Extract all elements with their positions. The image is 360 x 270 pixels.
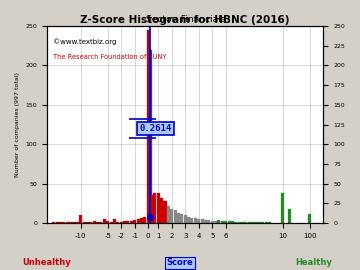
Bar [126, 221, 130, 223]
Bar [187, 217, 190, 223]
Bar [151, 195, 154, 223]
Bar [89, 222, 93, 223]
Bar [99, 221, 103, 223]
Bar [248, 221, 251, 223]
Text: Unhealthy: Unhealthy [22, 258, 71, 267]
Bar [147, 30, 150, 223]
Bar [109, 221, 113, 223]
Bar [234, 221, 237, 223]
Bar [96, 221, 99, 223]
Bar [251, 221, 254, 223]
Bar [69, 221, 72, 223]
Text: 0.2614: 0.2614 [139, 124, 171, 133]
Bar [143, 217, 146, 223]
Bar [140, 218, 143, 223]
Bar [116, 221, 119, 223]
Bar [224, 221, 227, 223]
Bar [56, 222, 59, 223]
Bar [217, 220, 220, 223]
Bar [244, 221, 247, 223]
Bar [136, 219, 140, 223]
Bar [133, 220, 136, 223]
Bar [170, 209, 173, 223]
Bar [201, 219, 204, 223]
Bar [282, 193, 284, 223]
Bar [62, 222, 66, 223]
Text: Sector: Financials: Sector: Financials [145, 15, 225, 24]
Bar [194, 218, 197, 223]
Bar [174, 211, 177, 223]
Bar [160, 198, 163, 223]
Bar [167, 206, 170, 223]
Bar [265, 222, 267, 223]
Bar [184, 215, 187, 223]
Text: ©www.textbiz.org: ©www.textbiz.org [53, 38, 116, 45]
Bar [288, 209, 291, 223]
Bar [261, 222, 264, 223]
Text: Score: Score [167, 258, 193, 267]
Bar [66, 222, 69, 223]
Bar [72, 222, 76, 223]
Bar [238, 221, 240, 223]
Bar [123, 221, 126, 223]
Title: Z-Score Histogram for HBNC (2016): Z-Score Histogram for HBNC (2016) [81, 15, 290, 25]
Y-axis label: Number of companies (997 total): Number of companies (997 total) [15, 72, 20, 177]
Bar [211, 221, 214, 223]
Bar [120, 221, 123, 223]
Bar [79, 215, 82, 223]
Bar [106, 221, 109, 223]
Bar [76, 222, 79, 223]
Bar [258, 222, 261, 223]
Bar [231, 221, 234, 223]
Bar [177, 213, 180, 223]
Bar [130, 221, 133, 223]
Bar [190, 218, 193, 223]
Bar [228, 221, 230, 223]
Bar [180, 214, 183, 223]
Bar [153, 193, 156, 223]
Bar [268, 222, 271, 223]
Bar [113, 219, 116, 223]
Bar [197, 219, 200, 223]
Bar [255, 221, 257, 223]
Bar [52, 222, 55, 223]
Text: The Research Foundation of SUNY: The Research Foundation of SUNY [53, 54, 166, 60]
Bar [149, 50, 152, 223]
Bar [309, 214, 311, 223]
Bar [59, 222, 62, 223]
Bar [241, 221, 244, 223]
Bar [157, 193, 160, 223]
Bar [221, 221, 224, 223]
Bar [82, 222, 86, 223]
Bar [93, 221, 96, 223]
Bar [163, 201, 167, 223]
Bar [86, 221, 89, 223]
Text: Healthy: Healthy [295, 258, 332, 267]
Bar [207, 220, 210, 223]
Bar [204, 220, 207, 223]
Bar [214, 221, 217, 223]
Bar [103, 219, 106, 223]
